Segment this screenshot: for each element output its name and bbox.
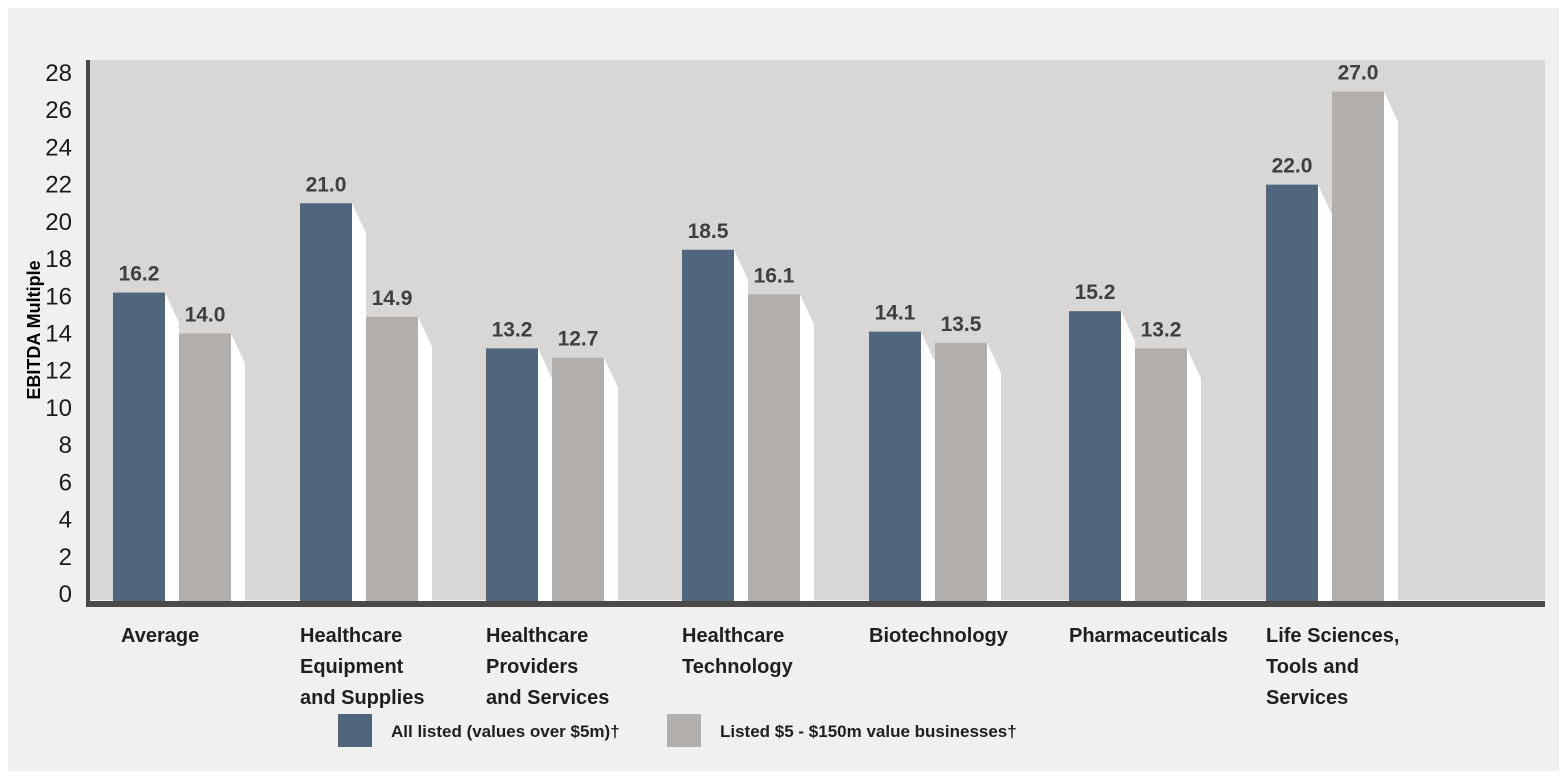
y-tick-label: 18: [45, 246, 72, 273]
bar-shadow: [165, 292, 179, 601]
data-labels: 16.2 14.0 21.0 14.9 13.2 12.7 18.5 16.1 14.1 13.5…: [119, 62, 1379, 351]
bar-listed-small-1: [366, 316, 418, 601]
bar-all-listed-2: [486, 348, 538, 601]
y-tick-label: 12: [45, 358, 72, 385]
category-label: Healthcare: [682, 625, 784, 647]
data-label: 12.7: [558, 328, 599, 351]
category-label: Technology: [682, 656, 794, 678]
category-label: Equipment: [300, 656, 404, 678]
bar-shadow: [418, 316, 432, 601]
y-tick-label: 26: [45, 97, 72, 124]
data-label: 16.1: [754, 264, 795, 287]
data-label: 13.5: [941, 313, 982, 336]
data-label: 15.2: [1075, 281, 1116, 304]
bar-shadow: [231, 333, 245, 601]
data-label: 13.2: [1141, 318, 1182, 341]
data-label: 13.2: [492, 318, 533, 341]
bar-shadow: [1121, 311, 1135, 601]
category-label: Services: [1266, 687, 1348, 709]
category-label: Average: [121, 625, 199, 647]
legend-swatch: [338, 714, 372, 747]
legend-entry: Listed $5 - $150m value businesses†: [720, 722, 1017, 741]
category-label: Providers: [486, 656, 578, 678]
legend-entry: All listed (values over $5m)†: [391, 722, 620, 741]
bar-shadow: [1384, 91, 1398, 601]
y-tick-label: 14: [45, 321, 72, 348]
bar-listed-small-4: [935, 342, 987, 601]
bar-shadow: [734, 249, 748, 601]
bar-shadow: [921, 331, 935, 601]
bar-shadow: [352, 203, 366, 601]
y-axis-label: EBITDA Multiple: [24, 260, 44, 399]
y-tick-label: 0: [59, 581, 72, 608]
category-label: and Supplies: [300, 687, 424, 709]
category-labels: Average Healthcare Equipment and Supplies He…: [121, 625, 1399, 709]
bar-all-listed-0: [113, 292, 165, 601]
category-label: Tools and: [1266, 656, 1359, 678]
category-label: Biotechnology: [869, 625, 1009, 647]
y-tick-label: 20: [45, 209, 72, 236]
bar-listed-small-6: [1332, 91, 1384, 601]
bar-shadow: [538, 348, 552, 601]
category-label: Healthcare: [486, 625, 588, 647]
bar-listed-small-5: [1135, 348, 1187, 601]
data-label: 27.0: [1338, 62, 1379, 85]
data-label: 21.0: [306, 173, 347, 196]
y-tick-label: 28: [45, 60, 72, 87]
bar-shadow: [987, 342, 1001, 601]
y-tick-label: 8: [59, 432, 72, 459]
bar-all-listed-3: [682, 249, 734, 601]
data-label: 14.9: [372, 287, 413, 310]
y-tick-label: 2: [59, 544, 72, 571]
bar-listed-small-3: [748, 294, 800, 601]
data-label: 14.0: [185, 304, 226, 327]
bar-shadow: [604, 357, 618, 601]
y-axis-line: [86, 60, 90, 606]
legend-swatch: [667, 714, 701, 747]
data-label: 14.1: [875, 302, 916, 325]
legend: All listed (values over $5m)† Listed $5 -…: [338, 714, 1017, 747]
bars: [113, 91, 1398, 601]
category-label: and Services: [486, 687, 609, 709]
bar-shadow: [800, 294, 814, 601]
category-label: Pharmaceuticals: [1069, 625, 1228, 647]
y-tick-label: 22: [45, 172, 72, 199]
bar-all-listed-5: [1069, 311, 1121, 601]
data-label: 22.0: [1272, 155, 1313, 178]
data-label: 18.5: [688, 220, 729, 243]
y-tick-label: 4: [59, 507, 72, 534]
bar-listed-small-0: [179, 333, 231, 601]
y-tick-label: 24: [45, 134, 72, 161]
bar-all-listed-1: [300, 203, 352, 601]
bar-shadow: [1318, 184, 1332, 601]
bar-shadow: [1187, 348, 1201, 601]
bar-all-listed-6: [1266, 184, 1318, 601]
category-label: Healthcare: [300, 625, 402, 647]
data-label: 16.2: [119, 263, 160, 286]
y-tick-label: 10: [45, 395, 72, 422]
category-label: Life Sciences,: [1266, 625, 1399, 647]
x-axis-line: [86, 601, 1545, 607]
y-tick-label: 6: [59, 469, 72, 496]
bar-all-listed-4: [869, 331, 921, 601]
y-tick-label: 16: [45, 283, 72, 310]
bar-listed-small-2: [552, 357, 604, 601]
